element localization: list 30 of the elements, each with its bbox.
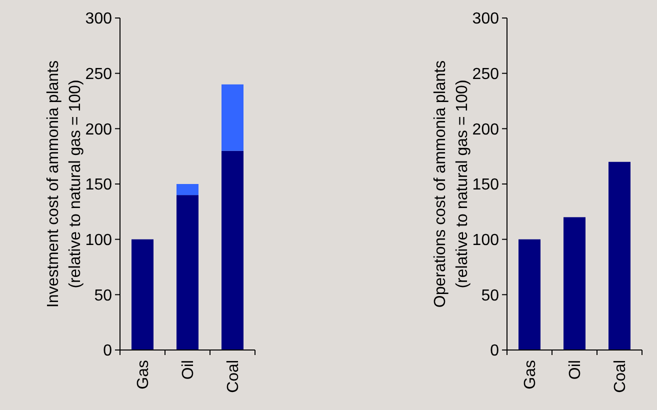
y-tick-label: 150 — [85, 176, 112, 194]
y-tick-label: 300 — [472, 10, 500, 28]
bar — [564, 217, 586, 350]
y-tick-label: 0 — [103, 342, 112, 360]
x-tick-label: Oil — [567, 360, 584, 380]
y-axis-title: Investment cost of ammonia plants (relative to natural gas = 100) — [45, 60, 84, 308]
y-tick-label: 0 — [490, 342, 500, 360]
y-tick-label: 250 — [472, 66, 500, 83]
bar — [176, 195, 198, 350]
x-tick-label: Oil — [180, 360, 198, 380]
y-tick-label: 200 — [85, 121, 112, 138]
bar — [608, 162, 630, 350]
x-tick-label: Coal — [225, 360, 242, 393]
y-tick-label: 100 — [85, 232, 112, 249]
y-tick-label: 100 — [472, 232, 500, 249]
y-tick-label: 200 — [472, 121, 500, 138]
bar — [222, 150, 244, 350]
y-tick-label: 250 — [85, 66, 112, 83]
bar — [518, 239, 540, 350]
x-tick-label: Gas — [522, 360, 540, 390]
x-tick-label: Coal — [612, 360, 630, 393]
y-tick-label: 300 — [85, 10, 112, 28]
y-tick-label: 50 — [94, 287, 112, 304]
bar — [176, 184, 198, 196]
x-tick-label: Gas — [135, 360, 152, 390]
y-tick-label: 50 — [481, 287, 500, 304]
bar — [222, 84, 244, 151]
bar — [132, 239, 154, 350]
y-tick-label: 150 — [472, 176, 500, 194]
y-axis-title: Operations cost of ammonia plants (relative to natural gas = 100) — [432, 60, 471, 308]
